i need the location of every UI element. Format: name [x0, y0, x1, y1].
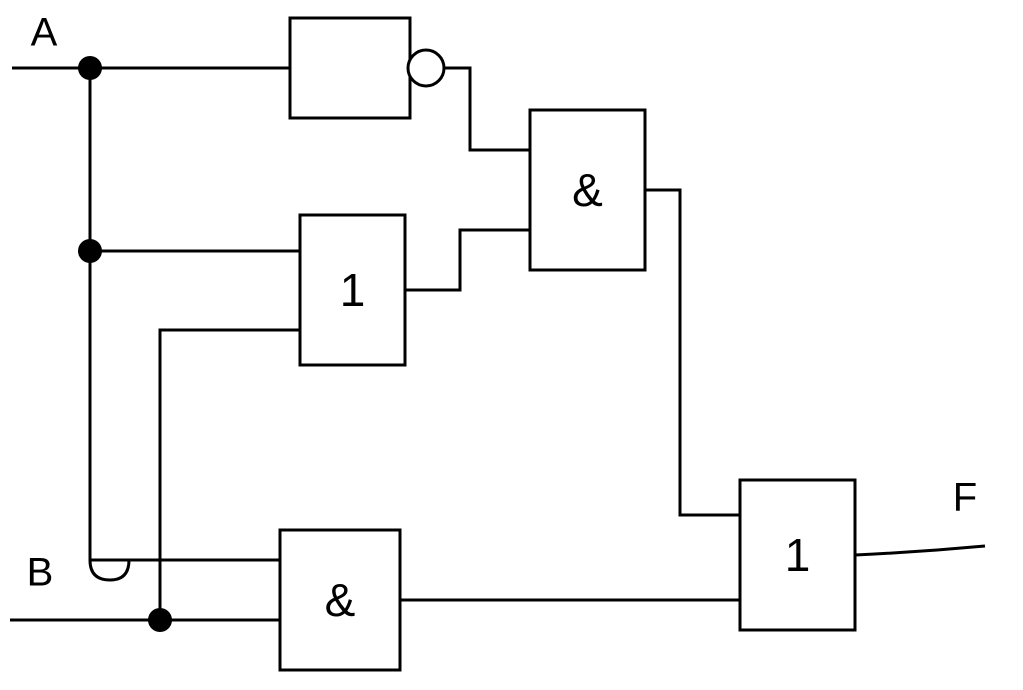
gate-and_top-label: &: [572, 164, 603, 216]
junction-0: [78, 56, 102, 80]
logic-diagram: 1 & & 1 A B F: [0, 0, 1023, 690]
junction-1: [78, 239, 102, 263]
gate-not-bubble: [408, 50, 444, 86]
junction-2: [148, 608, 172, 632]
gate-or1-label: 1: [340, 264, 366, 316]
io-label-A: A: [31, 11, 58, 55]
gate-or1: 1: [300, 215, 405, 365]
io-label-F: F: [953, 476, 977, 520]
wire-and-top-out: [645, 190, 740, 515]
gate-and_bot: &: [280, 530, 400, 670]
wire-notA-to-and: [444, 68, 530, 150]
gate-and_top: &: [530, 110, 645, 270]
wire-A-jog-over-B: [90, 560, 160, 580]
gate-or2-label: 1: [785, 529, 811, 581]
gate-or2: 1: [740, 480, 855, 630]
gate-not: [290, 18, 444, 118]
wire-F-out: [855, 546, 985, 555]
wire-or1-to-and: [405, 230, 530, 290]
gate-and_bot-label: &: [325, 574, 356, 626]
io-label-B: B: [27, 551, 54, 595]
